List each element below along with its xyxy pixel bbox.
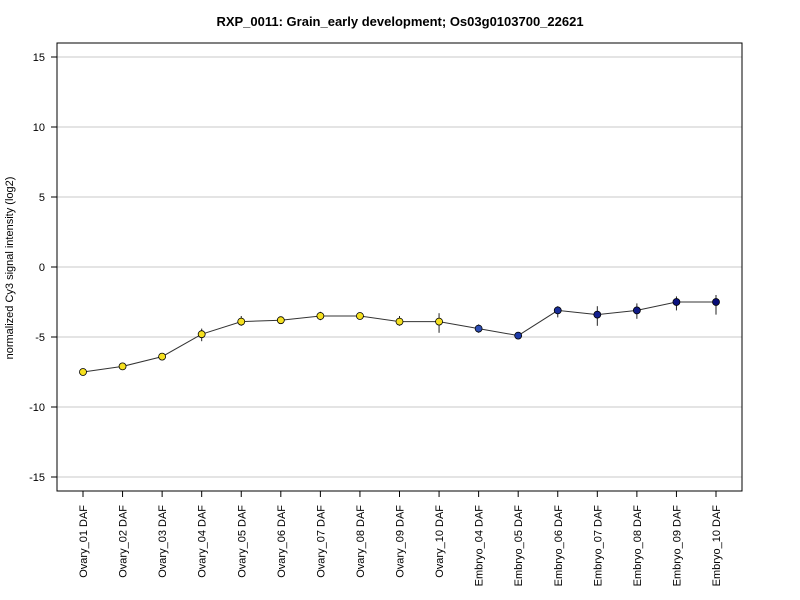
y-axis: -15 -10 -5 0 5 10 15 [29,52,57,484]
x-tick-label: Ovary_09 DAF [395,505,407,578]
x-tick-label: Ovary_01 DAF [78,505,90,578]
data-point [435,317,443,326]
data-point [79,368,87,376]
x-tick-label: Embryo_06 DAF [553,505,565,587]
series [79,295,720,376]
x-tick-label: Ovary_07 DAF [315,505,327,578]
y-tick-label: 0 [39,262,45,274]
x-tick-label: Embryo_05 DAF [513,505,525,587]
x-tick-label: Ovary_10 DAF [434,505,446,578]
data-point [632,306,641,315]
y-tick-label: -15 [29,472,45,484]
y-tick-label: 15 [33,52,45,64]
x-tick-label: Embryo_09 DAF [671,505,683,587]
y-tick-label: -5 [35,332,45,344]
x-tick-label: Ovary_05 DAF [236,505,248,578]
data-point [276,316,285,325]
x-tick-label: Ovary_02 DAF [118,505,130,578]
gridlines [57,56,742,478]
x-tick-label: Embryo_04 DAF [474,505,486,587]
y-tick-label: -10 [29,402,45,414]
x-tick-label: Ovary_03 DAF [157,505,169,578]
data-point [118,362,127,371]
x-axis: Ovary_01 DAF Ovary_02 DAF Ovary_03 DAF Ovar… [78,491,723,586]
y-tick-label: 10 [33,122,45,134]
y-tick-label: 5 [39,192,45,204]
data-point [356,312,364,320]
data-point [553,306,562,315]
data-point [593,310,602,319]
x-tick-label: Ovary_04 DAF [197,505,209,578]
data-point [158,352,167,361]
data-point [237,317,246,326]
data-point [474,324,483,333]
data-point [672,298,681,306]
data-point [197,330,206,339]
data-point [395,317,404,326]
x-tick-label: Ovary_08 DAF [355,505,367,578]
data-point [712,298,720,306]
data-point [514,331,523,340]
x-tick-label: Ovary_06 DAF [276,505,288,578]
x-tick-label: Embryo_07 DAF [592,505,604,587]
x-tick-label: Embryo_08 DAF [632,505,644,587]
chart-title: RXP_0011: Grain_early development; Os03g… [216,14,583,29]
data-point [316,312,325,320]
x-tick-label: Embryo_10 DAF [711,505,723,587]
y-axis-label: normalized Cy3 signal intensity (log2) [4,177,16,360]
